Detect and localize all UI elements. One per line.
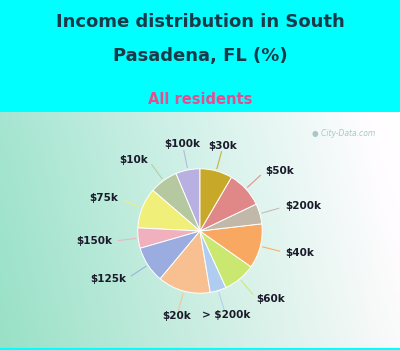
Text: Pasadena, FL (%): Pasadena, FL (%) (113, 47, 287, 65)
Text: $10k: $10k (119, 154, 148, 164)
Text: $125k: $125k (90, 274, 126, 284)
Text: $40k: $40k (286, 248, 314, 258)
Wedge shape (200, 231, 251, 288)
Wedge shape (138, 228, 200, 248)
Wedge shape (153, 174, 200, 231)
Wedge shape (160, 231, 210, 293)
Text: $75k: $75k (89, 193, 118, 203)
Text: $150k: $150k (76, 236, 112, 246)
Text: $20k: $20k (162, 311, 191, 321)
Wedge shape (200, 204, 262, 231)
Text: $50k: $50k (265, 166, 294, 176)
Wedge shape (200, 231, 226, 292)
Wedge shape (138, 190, 200, 231)
Text: Income distribution in South: Income distribution in South (56, 13, 344, 32)
Text: > $200k: > $200k (202, 310, 250, 321)
Text: $200k: $200k (285, 202, 321, 211)
Text: $60k: $60k (256, 294, 285, 304)
Wedge shape (200, 224, 262, 267)
Text: All residents: All residents (148, 92, 252, 107)
Text: $100k: $100k (164, 139, 200, 149)
Wedge shape (176, 169, 200, 231)
Wedge shape (140, 231, 200, 279)
Wedge shape (200, 169, 232, 231)
Text: ● City-Data.com: ● City-Data.com (312, 129, 375, 138)
Text: $30k: $30k (209, 141, 238, 151)
Wedge shape (200, 177, 256, 231)
